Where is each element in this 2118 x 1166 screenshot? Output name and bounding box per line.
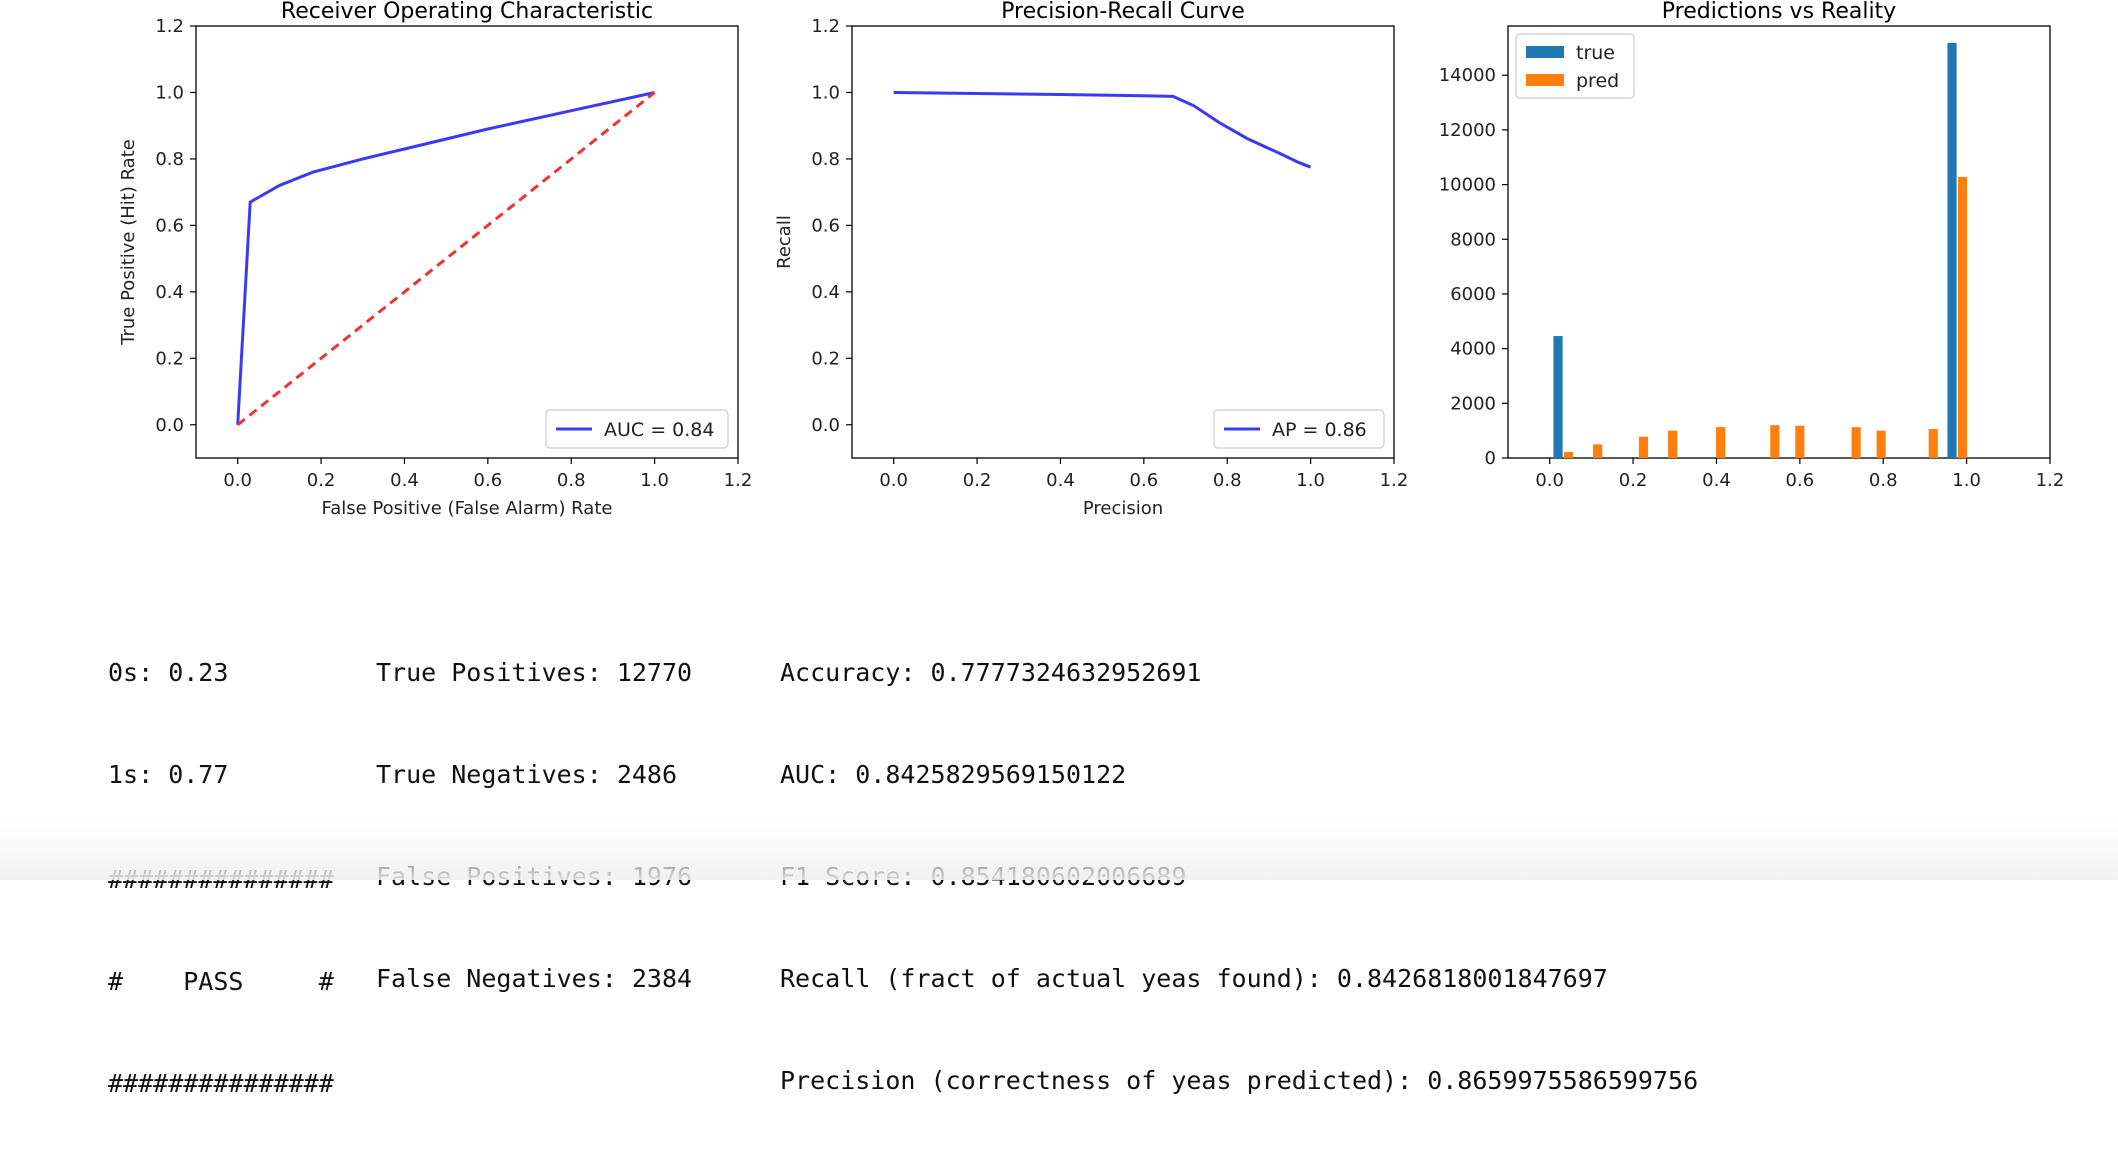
bar-pred — [1593, 444, 1602, 458]
x-tick-label: 0.0 — [1535, 470, 1564, 491]
x-tick-label: 0.4 — [1702, 470, 1731, 491]
y-tick-label: 0.8 — [811, 149, 840, 170]
y-tick-label: 14000 — [1439, 65, 1496, 86]
class-ratio-0: 0s: 0.23 — [108, 656, 228, 690]
x-tick-label: 1.2 — [2036, 470, 2065, 491]
bar-pred — [1770, 425, 1779, 458]
y-tick-label: 1.0 — [811, 82, 840, 103]
y-tick-label: 0.4 — [155, 282, 184, 303]
bar-true — [1947, 43, 1956, 458]
class-ratio-1: 1s: 0.77 — [108, 758, 228, 792]
bottom-fade — [0, 820, 2118, 880]
y-tick-label: 0.0 — [155, 415, 184, 436]
bar-pred — [1564, 452, 1573, 458]
x-tick-label: 0.2 — [307, 470, 336, 491]
y-axis-label: Recall — [774, 215, 795, 269]
recall: Recall (fract of actual yeas found): 0.8… — [780, 962, 1698, 996]
x-axis-label: False Positive (False Alarm) Rate — [322, 498, 613, 519]
x-axis-label: Precision — [1083, 498, 1163, 519]
legend-label: pred — [1576, 70, 1619, 92]
precision: Precision (correctness of yeas predicted… — [780, 1064, 1698, 1098]
auc: AUC: 0.8425829569150122 — [780, 758, 1698, 792]
legend: AUC = 0.84 — [546, 410, 728, 448]
bar-pred — [1639, 437, 1648, 458]
pass-banner-bottom: ############### — [108, 1067, 334, 1101]
x-tick-label: 0.2 — [1619, 470, 1648, 491]
y-tick-label: 0.2 — [155, 348, 184, 369]
chart-title: Predictions vs Reality — [1662, 0, 1896, 24]
legend-label: AP = 0.86 — [1272, 419, 1367, 441]
y-tick-label: 1.0 — [155, 82, 184, 103]
bar-pred — [1795, 426, 1804, 458]
y-tick-label: 12000 — [1439, 120, 1496, 141]
chart-title: Precision-Recall Curve — [1001, 0, 1245, 24]
x-tick-label: 1.0 — [1952, 470, 1981, 491]
plot-frame — [852, 26, 1394, 458]
legend: true pred — [1516, 34, 1634, 98]
chart-panel-1: Receiver Operating Characteristic 0.0 0.2 0… — [118, 0, 752, 519]
legend-swatch — [1526, 74, 1564, 86]
x-tick-label: 0.6 — [1130, 470, 1159, 491]
x-tick-label: 1.0 — [1296, 470, 1325, 491]
bar-pred — [1852, 427, 1861, 458]
bar-true — [1553, 336, 1562, 458]
legend-swatch — [1526, 46, 1564, 58]
metrics-output: 0s: 0.23 1s: 0.77 True Positives: 12770 … — [108, 588, 2068, 724]
false-negatives: False Negatives: 2384 — [376, 962, 692, 996]
x-tick-label: 0.6 — [474, 470, 503, 491]
y-tick-label: 0.0 — [811, 415, 840, 436]
y-tick-label: 8000 — [1450, 229, 1496, 250]
true-positives: True Positives: 12770 — [376, 656, 692, 690]
charts-figure: Receiver Operating Characteristic 0.0 0.2 0… — [0, 0, 2118, 560]
x-tick-label: 1.0 — [640, 470, 669, 491]
y-tick-label: 1.2 — [155, 16, 184, 37]
y-tick-label: 10000 — [1439, 175, 1496, 196]
legend-label: true — [1576, 42, 1615, 64]
legend: AP = 0.86 — [1214, 410, 1384, 448]
chart-panel-2: Precision-Recall Curve 0.0 0.2 0.4 0.6 0.8 1.0… — [774, 0, 1408, 519]
x-tick-label: 0.0 — [879, 470, 908, 491]
y-tick-label: 0.6 — [811, 215, 840, 236]
bar-pred — [1877, 431, 1886, 458]
y-axis-label: True Positive (Hit) Rate — [118, 139, 139, 346]
chart-panel-3: Predictions vs Reality 0.0 0.2 0.4 0.6 0.8 1.0… — [1439, 0, 2065, 491]
x-tick-label: 0.8 — [1869, 470, 1898, 491]
chart-title: Receiver Operating Characteristic — [281, 0, 653, 24]
y-tick-label: 0.6 — [155, 215, 184, 236]
x-tick-label: 0.4 — [1046, 470, 1075, 491]
x-tick-label: 1.2 — [724, 470, 753, 491]
y-tick-label: 0.4 — [811, 282, 840, 303]
x-tick-label: 1.2 — [1380, 470, 1409, 491]
accuracy: Accuracy: 0.7777324632952691 — [780, 656, 1698, 690]
y-tick-label: 0.8 — [155, 149, 184, 170]
y-tick-label: 0.2 — [811, 348, 840, 369]
x-tick-label: 0.0 — [223, 470, 252, 491]
true-negatives: True Negatives: 2486 — [376, 758, 692, 792]
y-tick-label: 4000 — [1450, 339, 1496, 360]
bar-pred — [1716, 427, 1725, 458]
x-tick-label: 0.2 — [963, 470, 992, 491]
bar-pred — [1929, 429, 1938, 458]
bar-pred — [1668, 431, 1677, 458]
pass-banner-middle: # PASS # — [108, 965, 334, 999]
legend-label: AUC = 0.84 — [604, 419, 714, 441]
x-tick-label: 0.4 — [390, 470, 419, 491]
y-tick-label: 1.2 — [811, 16, 840, 37]
y-tick-label: 0 — [1485, 448, 1496, 469]
x-tick-label: 0.8 — [557, 470, 586, 491]
y-tick-label: 2000 — [1450, 393, 1496, 414]
y-tick-label: 6000 — [1450, 284, 1496, 305]
bar-pred — [1958, 177, 1967, 458]
x-tick-label: 0.8 — [1213, 470, 1242, 491]
x-tick-label: 0.6 — [1786, 470, 1815, 491]
